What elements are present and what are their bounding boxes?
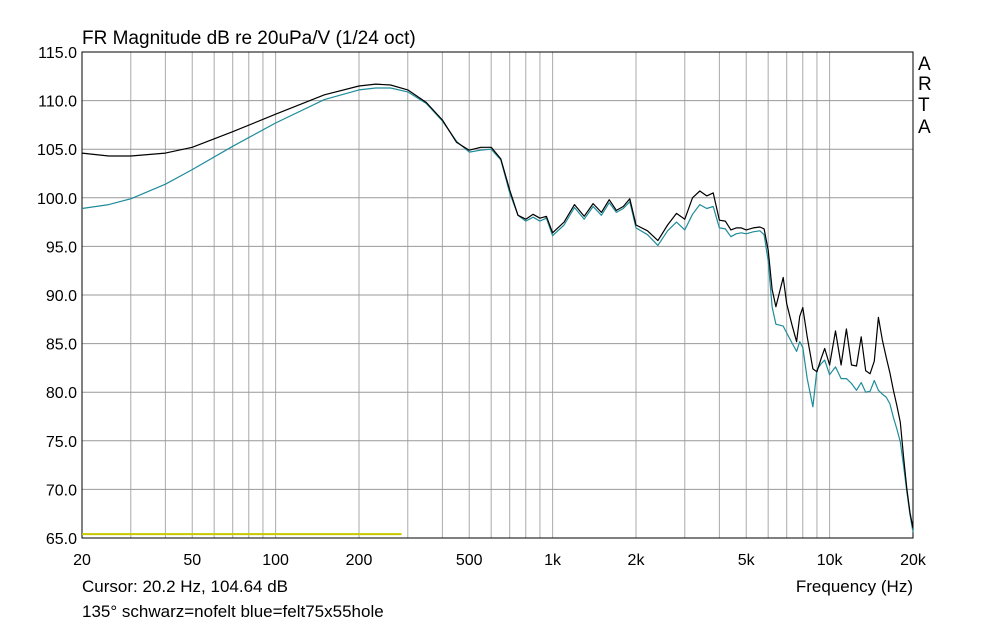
x-tick-label: 20k	[900, 552, 927, 569]
x-tick-labels: 20 50 100 200 500 1k 2k 5k 10k 20k	[73, 552, 927, 569]
x-tick-label: 1k	[544, 552, 562, 569]
series-line-blue	[81, 87, 914, 533]
x-tick-label: 20	[73, 552, 91, 569]
y-tick-label: 90.0	[46, 288, 77, 305]
watermark-letter: T	[918, 95, 930, 116]
y-tick-label: 85.0	[46, 337, 77, 354]
x-tick-label: 5k	[738, 552, 756, 569]
y-tick-label: 80.0	[46, 385, 77, 402]
watermark-letter: A	[918, 54, 931, 75]
x-tick-label: 200	[346, 552, 373, 569]
legend-text: 135° schwarz=nofelt blue=felt75x55hole	[82, 602, 384, 621]
x-tick-label: 100	[262, 552, 289, 569]
x-tick-label: 50	[183, 552, 201, 569]
cursor-readout: Cursor: 20.2 Hz, 104.64 dB	[82, 577, 288, 596]
y-tick-label: 65.0	[46, 531, 77, 548]
watermark-letter: R	[918, 74, 932, 95]
plot-frame	[81, 51, 914, 539]
series-lines	[81, 83, 914, 533]
chart-title: FR Magnitude dB re 20uPa/V (1/24 oct)	[82, 28, 416, 49]
x-tick-label: 500	[456, 552, 483, 569]
series-line-black	[81, 83, 914, 529]
y-tick-label: 75.0	[46, 434, 77, 451]
y-tick-label: 100.0	[37, 191, 77, 208]
x-axis-label: Frequency (Hz)	[796, 577, 913, 596]
y-tick-label: 70.0	[46, 482, 77, 499]
y-tick-labels: 65.0 70.0 75.0 80.0 85.0 90.0 95.0 100.0 105.0 11…	[37, 45, 77, 548]
y-tick-label: 115.0	[38, 45, 77, 62]
x-tick-label: 2k	[628, 552, 646, 569]
y-tick-label: 110.0	[38, 94, 77, 111]
y-tick-label: 95.0	[46, 239, 77, 256]
x-tick-label: 10k	[817, 552, 844, 569]
watermark-letter: A	[918, 117, 931, 138]
chart-grid	[82, 52, 913, 538]
y-tick-label: 105.0	[37, 142, 77, 159]
